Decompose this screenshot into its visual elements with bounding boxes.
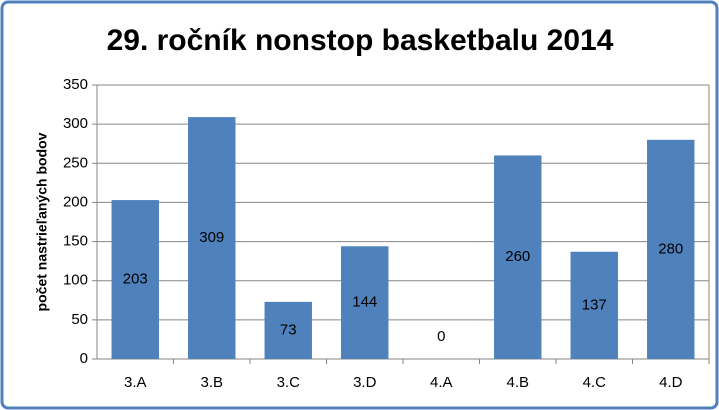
x-tick-label: 3.A (124, 374, 147, 391)
data-label: 260 (505, 248, 530, 265)
x-tick-label: 4.B (506, 374, 529, 391)
x-tick-label: 4.A (430, 374, 453, 391)
x-tick-label: 4.C (583, 374, 607, 391)
y-tick-label: 350 (63, 76, 88, 93)
bar (647, 139, 695, 359)
data-label: 280 (658, 240, 683, 257)
data-label: 137 (582, 296, 607, 313)
y-tick-label: 250 (63, 154, 88, 171)
bar (111, 200, 159, 359)
bar (188, 117, 236, 360)
data-label: 73 (280, 321, 297, 338)
y-tick-label: 150 (63, 233, 88, 250)
bar (570, 251, 618, 359)
y-tick-label: 100 (63, 272, 88, 289)
x-tick-label: 3.D (353, 374, 377, 391)
chart-title: 29. ročník nonstop basketbalu 2014 (107, 24, 614, 57)
y-tick-label: 200 (63, 193, 88, 210)
y-tick-label: 50 (71, 311, 88, 328)
y-tick-label: 0 (80, 350, 88, 367)
x-tick-label: 4.D (659, 374, 683, 391)
bar (341, 246, 389, 359)
data-label: 144 (352, 294, 377, 311)
y-tick-label: 300 (63, 115, 88, 132)
y-axis-label: počet nastrieľaných bodov (34, 132, 50, 311)
x-tick-label: 3.C (277, 374, 301, 391)
data-label: 203 (123, 271, 148, 288)
bar (264, 301, 312, 359)
data-label: 0 (437, 328, 445, 345)
bar (494, 155, 542, 359)
data-label: 309 (199, 229, 224, 246)
x-tick-label: 3.B (200, 374, 223, 391)
